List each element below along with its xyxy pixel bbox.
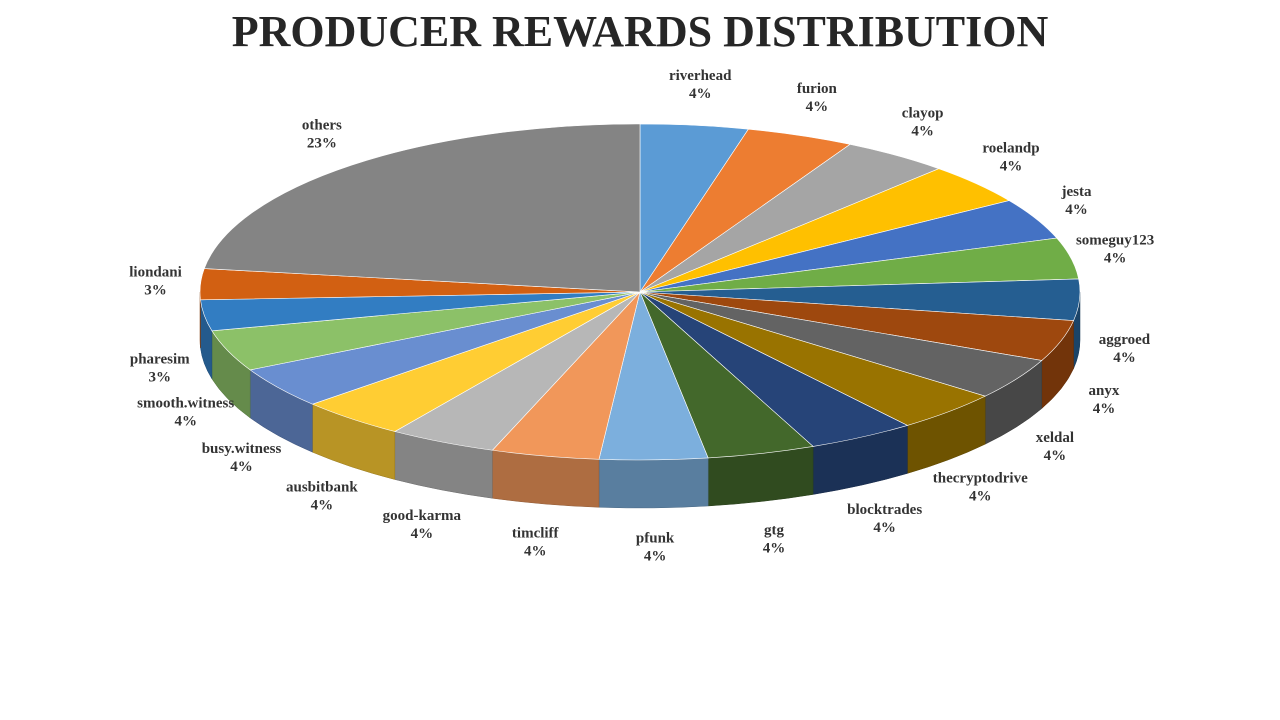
slice-value-label: 4%: [644, 548, 667, 564]
slice-side: [598, 457, 709, 509]
slice-label: timcliff: [512, 526, 560, 542]
slice-value-label: 4%: [806, 99, 829, 115]
slice-label: busy.witness: [202, 441, 282, 457]
slice-value-label: 3%: [144, 283, 167, 299]
slice-label: riverhead: [669, 68, 732, 84]
slice-value-label: 4%: [873, 520, 896, 536]
slice-value-label: 4%: [689, 86, 712, 102]
slice-value-label: 4%: [1000, 158, 1023, 174]
slice-value-label: 3%: [148, 369, 171, 385]
slice-label: gtg: [764, 522, 784, 538]
slice-value-label: 4%: [1093, 401, 1116, 417]
slice-label: roelandp: [982, 140, 1039, 156]
slice-value-label: 4%: [1113, 350, 1136, 366]
slice-label: pharesim: [130, 351, 190, 367]
slice-label: smooth.witness: [137, 395, 234, 411]
slice-label: jesta: [1061, 184, 1092, 200]
slice-label: ausbitbank: [286, 479, 358, 495]
slice-label: xeldal: [1036, 430, 1074, 446]
slice-value-label: 4%: [763, 540, 786, 556]
slice-value-label: 4%: [311, 497, 334, 513]
slice-value-label: 4%: [1104, 251, 1127, 267]
slice-label: pfunk: [636, 530, 675, 546]
slice-value-label: 4%: [1044, 448, 1067, 464]
slice-value-label: 4%: [230, 459, 253, 475]
chart-title: PRODUCER REWARDS DISTRIBUTION: [232, 7, 1049, 56]
slice-value-label: 4%: [911, 123, 934, 139]
slice-value-label: 4%: [174, 413, 197, 429]
slice: [203, 123, 641, 293]
slice-value-label: 4%: [411, 526, 434, 542]
slice-label: thecryptodrive: [933, 471, 1028, 487]
slice-label: others: [302, 117, 342, 133]
slice-label: liondani: [129, 265, 182, 281]
slice-value-label: 4%: [1065, 202, 1088, 218]
slice-label: aggroed: [1099, 332, 1151, 348]
slice-value-label: 23%: [307, 135, 337, 151]
slice-value-label: 4%: [969, 489, 992, 505]
slice-label: furion: [797, 81, 838, 97]
slice-label: clayop: [902, 105, 944, 121]
slice-label: blocktrades: [847, 502, 922, 518]
slice-label: someguy123: [1076, 233, 1154, 249]
slice-label: good-karma: [383, 508, 462, 524]
slice-value-label: 4%: [524, 544, 547, 560]
slice-label: anyx: [1089, 383, 1120, 399]
